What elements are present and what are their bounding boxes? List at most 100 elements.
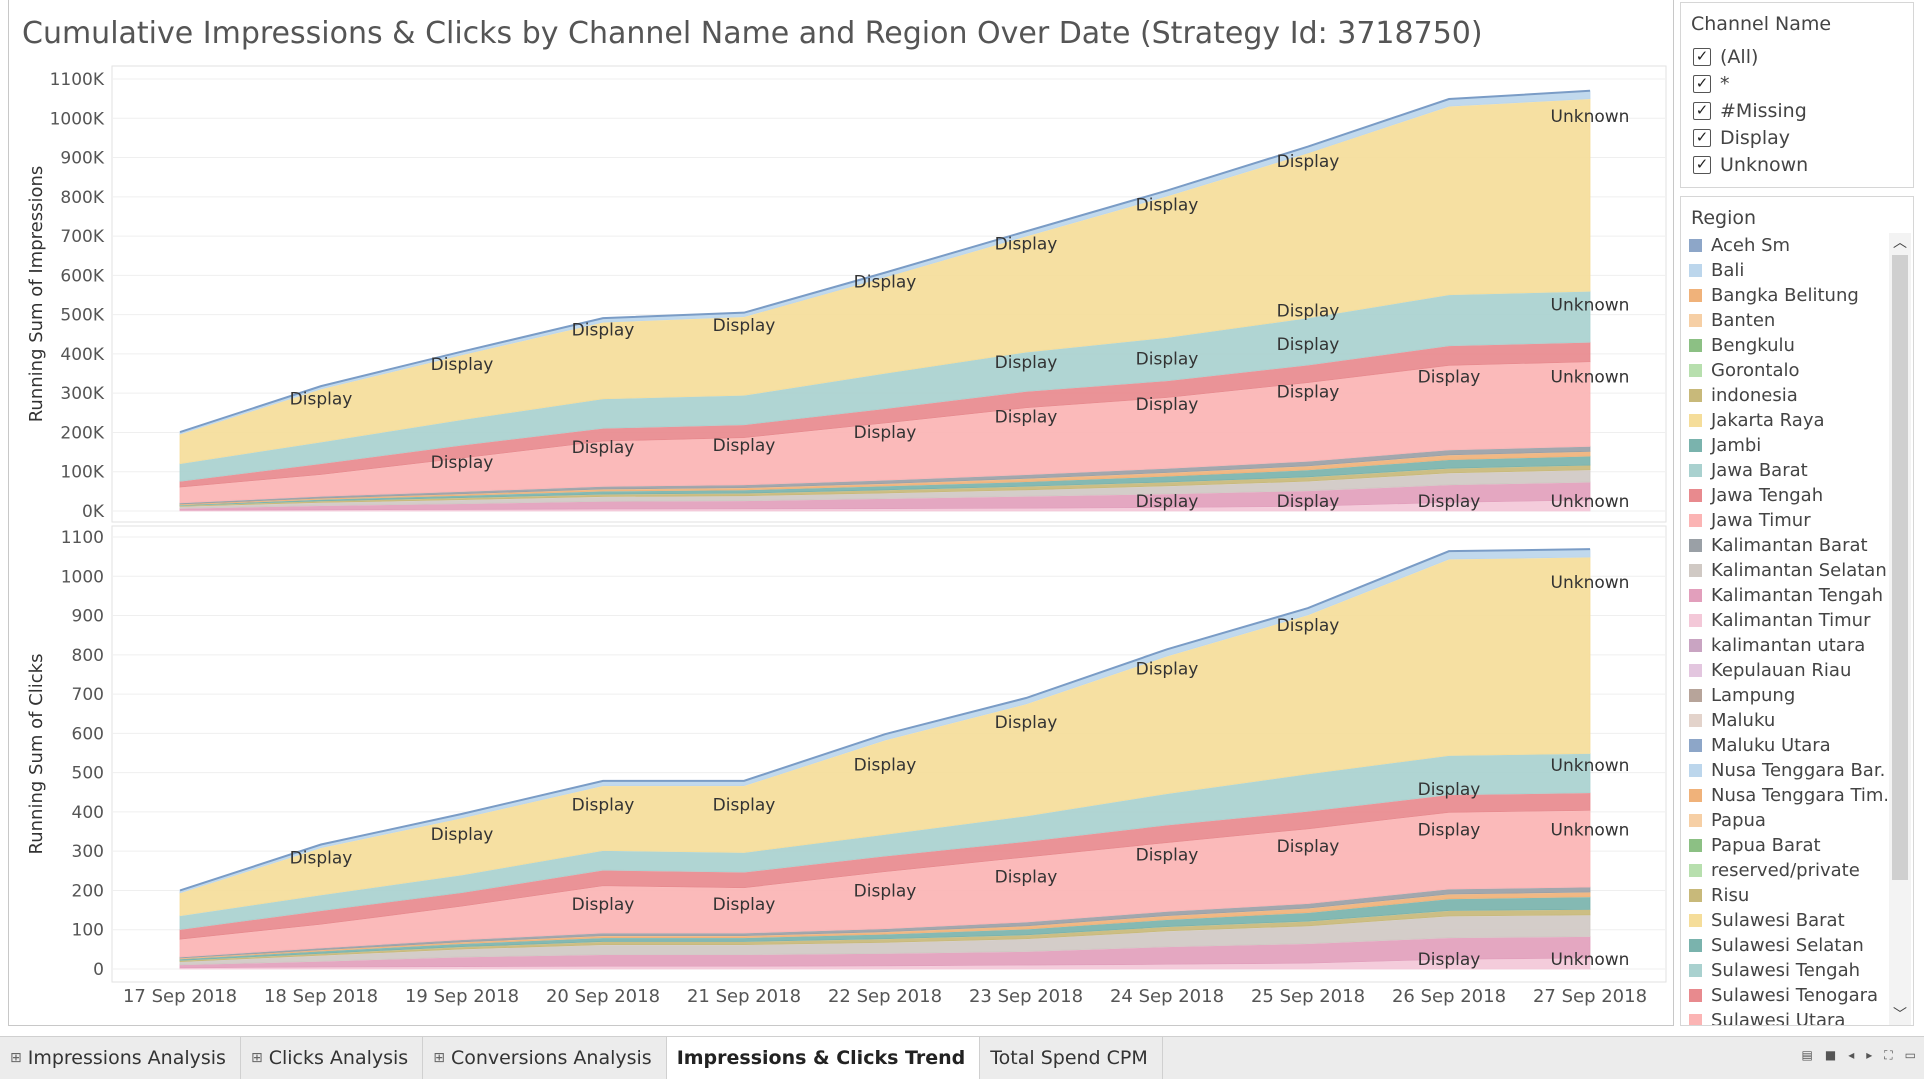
- color-swatch: [1689, 664, 1702, 677]
- color-swatch: [1689, 439, 1702, 452]
- scroll-up-icon[interactable]: ︿: [1893, 235, 1907, 251]
- region-legend-item[interactable]: Sulawesi Barat: [1681, 908, 1887, 933]
- present-icon[interactable]: ▭: [1904, 1048, 1916, 1062]
- dashboard-icon: ⊞: [433, 1050, 445, 1066]
- region-legend-item[interactable]: Lampung: [1681, 683, 1887, 708]
- color-swatch: [1689, 389, 1702, 402]
- area-label: Display: [290, 848, 353, 868]
- region-legend-label: Jambi: [1711, 435, 1762, 456]
- color-swatch: [1689, 489, 1702, 502]
- channel-option[interactable]: ✓ *: [1681, 70, 1913, 97]
- area-label: Display: [995, 713, 1058, 733]
- area-label: Display: [1277, 335, 1340, 355]
- tab-next-icon[interactable]: ▸: [1866, 1048, 1873, 1062]
- region-legend-item[interactable]: Kalimantan Selatan: [1681, 558, 1887, 583]
- region-legend-item[interactable]: kalimantan utara: [1681, 633, 1887, 658]
- scroll-thumb[interactable]: [1892, 255, 1908, 880]
- region-legend-item[interactable]: reserved/private: [1681, 858, 1887, 883]
- sheet-tab[interactable]: Impressions & Clicks Trend: [666, 1037, 981, 1079]
- color-swatch: [1689, 464, 1702, 477]
- region-legend-item[interactable]: Jawa Tengah: [1681, 483, 1887, 508]
- region-legend-item[interactable]: Jakarta Raya: [1681, 408, 1887, 433]
- checkbox-icon[interactable]: ✓: [1693, 128, 1711, 147]
- region-legend-label: Maluku: [1711, 710, 1776, 731]
- region-legend-label: Nusa Tenggara Bar..: [1711, 760, 1887, 781]
- region-legend-label: Bengkulu: [1711, 335, 1795, 356]
- channel-option-label: Display: [1720, 126, 1791, 149]
- color-swatch: [1689, 889, 1702, 902]
- sheet-tab[interactable]: Total Spend CPM: [980, 1037, 1163, 1079]
- region-legend-item[interactable]: Sulawesi Selatan: [1681, 933, 1887, 958]
- y-tick-label: 600K: [60, 266, 104, 286]
- region-legend-item[interactable]: Kepulauan Riau: [1681, 658, 1887, 683]
- y-tick-label: 100: [72, 921, 104, 941]
- region-legend-label: Jawa Timur: [1711, 510, 1811, 531]
- region-legend-item[interactable]: Gorontalo: [1681, 358, 1887, 383]
- region-legend-item[interactable]: Sulawesi Tengah: [1681, 958, 1887, 983]
- region-legend-item[interactable]: Kalimantan Barat: [1681, 533, 1887, 558]
- region-legend-item[interactable]: Kalimantan Timur: [1681, 608, 1887, 633]
- region-legend-item[interactable]: Jambi: [1681, 433, 1887, 458]
- checkbox-icon[interactable]: ✓: [1693, 101, 1711, 120]
- sheet-tab-label: Conversions Analysis: [450, 1047, 652, 1069]
- region-legend-label: Papua Barat: [1711, 835, 1821, 856]
- region-legend-item[interactable]: Papua: [1681, 808, 1887, 833]
- region-legend-item[interactable]: Nusa Tenggara Bar..: [1681, 758, 1887, 783]
- channel-filter-panel: Channel Name ✓ (All) ✓ * ✓ #Missing ✓ Display ✓ U…: [1680, 2, 1914, 188]
- sheet-tab[interactable]: ⊞ Conversions Analysis: [423, 1037, 667, 1079]
- x-tick-label: 20 Sep 2018: [546, 986, 660, 1007]
- x-tick-label: 25 Sep 2018: [1251, 986, 1365, 1007]
- checkbox-icon[interactable]: ✓: [1693, 155, 1711, 174]
- region-legend-item[interactable]: Jawa Barat: [1681, 458, 1887, 483]
- fullscreen-icon[interactable]: ⛶: [1884, 1048, 1893, 1062]
- color-swatch: [1689, 614, 1702, 627]
- region-legend-item[interactable]: Jawa Timur: [1681, 508, 1887, 533]
- region-legend-item[interactable]: Banten: [1681, 308, 1887, 333]
- y-tick-label: 1000K: [50, 109, 105, 129]
- region-legend-item[interactable]: Maluku Utara: [1681, 733, 1887, 758]
- region-legend-item[interactable]: Bengkulu: [1681, 333, 1887, 358]
- sheet-grid-icon[interactable]: ▤: [1801, 1048, 1813, 1062]
- y-tick-label: 400: [72, 803, 104, 823]
- color-swatch: [1689, 739, 1702, 752]
- color-swatch: [1689, 964, 1702, 977]
- sheet-filmstrip-icon[interactable]: ■: [1824, 1048, 1837, 1062]
- region-legend-item[interactable]: Maluku: [1681, 708, 1887, 733]
- area-label: Unknown: [1551, 107, 1630, 127]
- clicks-chart[interactable]: 0 100 200 300 400 500 600 700 800 900 1000 1100 Disp…: [26, 525, 1667, 983]
- color-swatch: [1689, 564, 1702, 577]
- channel-option[interactable]: ✓ Unknown: [1681, 151, 1913, 178]
- dashboard-icon: ⊞: [10, 1050, 22, 1066]
- area-label: Display: [572, 321, 635, 341]
- y-tick-label: 500: [72, 764, 104, 784]
- sheet-tab[interactable]: ⊞ Impressions Analysis: [0, 1037, 241, 1079]
- tab-prev-icon[interactable]: ◂: [1848, 1048, 1855, 1062]
- region-legend-item[interactable]: Bangka Belitung: [1681, 283, 1887, 308]
- region-legend-item[interactable]: Kalimantan Tengah: [1681, 583, 1887, 608]
- region-scrollbar[interactable]: ︿ ﹀: [1889, 233, 1911, 1025]
- region-legend-item[interactable]: Risu: [1681, 883, 1887, 908]
- region-legend-item[interactable]: Aceh Sm: [1681, 233, 1887, 258]
- scroll-down-icon[interactable]: ﹀: [1893, 1007, 1907, 1023]
- area-label: Display: [1418, 821, 1481, 841]
- channel-option[interactable]: ✓ Display: [1681, 124, 1913, 151]
- sheet-tab[interactable]: ⊞ Clicks Analysis: [241, 1037, 424, 1079]
- impressions-chart[interactable]: 0K 100K 200K 300K 400K 500K 600K 700K 800K 900K 10…: [26, 65, 1667, 523]
- color-swatch: [1689, 764, 1702, 777]
- channel-option[interactable]: ✓ (All): [1681, 43, 1913, 70]
- region-legend-item[interactable]: Bali: [1681, 258, 1887, 283]
- region-legend-label: Aceh Sm: [1711, 235, 1791, 256]
- checkbox-icon[interactable]: ✓: [1693, 47, 1711, 66]
- region-legend-item[interactable]: Sulawesi Utara: [1681, 1008, 1887, 1025]
- region-legend-label: indonesia: [1711, 385, 1798, 406]
- region-legend-item[interactable]: indonesia: [1681, 383, 1887, 408]
- region-legend-item[interactable]: Sulawesi Tenogara: [1681, 983, 1887, 1008]
- region-legend-item[interactable]: Nusa Tenggara Tim..: [1681, 783, 1887, 808]
- color-swatch: [1689, 314, 1702, 327]
- sheet-tab-label: Total Spend CPM: [990, 1047, 1148, 1069]
- x-tick-label: 19 Sep 2018: [405, 986, 519, 1007]
- checkbox-icon[interactable]: ✓: [1693, 74, 1711, 93]
- region-legend-item[interactable]: Papua Barat: [1681, 833, 1887, 858]
- y-tick-label: 1100: [61, 528, 104, 548]
- channel-option[interactable]: ✓ #Missing: [1681, 97, 1913, 124]
